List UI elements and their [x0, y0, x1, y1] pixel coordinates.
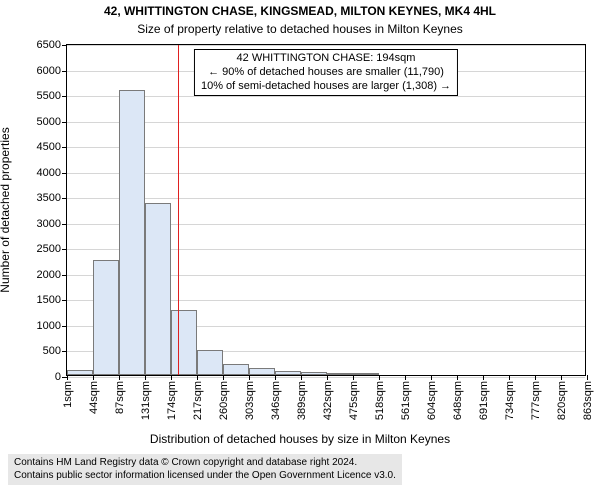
ytick-label: 1500	[37, 294, 67, 306]
histogram-bar	[327, 373, 353, 375]
xtick-label: 734sqm	[502, 381, 516, 420]
reference-line	[178, 45, 179, 375]
xtick-mark	[483, 375, 484, 380]
gridline-h	[67, 45, 585, 46]
xtick-mark	[457, 375, 458, 380]
ytick-label: 500	[43, 345, 67, 357]
annotation-line: ← 90% of detached houses are smaller (11…	[201, 66, 451, 80]
xtick-mark	[119, 375, 120, 380]
histogram-bar	[249, 368, 275, 375]
xtick-mark	[93, 375, 94, 380]
xtick-mark	[275, 375, 276, 380]
footer-line: Contains public sector information licen…	[14, 470, 396, 483]
histogram-bar	[223, 364, 249, 375]
xtick-mark	[223, 375, 224, 380]
x-axis-label: Distribution of detached houses by size …	[0, 432, 600, 446]
xtick-label: 131sqm	[138, 381, 152, 420]
ytick-label: 4500	[37, 141, 67, 153]
footer-line: Contains HM Land Registry data © Crown c…	[14, 457, 396, 470]
ytick-label: 2000	[37, 269, 67, 281]
ytick-label: 3500	[37, 192, 67, 204]
ytick-label: 6000	[37, 65, 67, 77]
ytick-label: 5500	[37, 90, 67, 102]
xtick-label: 820sqm	[554, 381, 568, 420]
ytick-label: 6500	[37, 39, 67, 51]
ytick-label: 4000	[37, 167, 67, 179]
xtick-label: 260sqm	[216, 381, 230, 420]
xtick-mark	[379, 375, 380, 380]
annotation-line: 10% of semi-detached houses are larger (…	[201, 80, 451, 94]
histogram-bar	[145, 203, 171, 375]
ytick-label: 2500	[37, 243, 67, 255]
xtick-label: 389sqm	[294, 381, 308, 420]
xtick-mark	[67, 375, 68, 380]
xtick-mark	[431, 375, 432, 380]
xtick-mark	[353, 375, 354, 380]
xtick-label: 217sqm	[190, 381, 204, 420]
ytick-label: 3000	[37, 218, 67, 230]
xtick-label: 475sqm	[346, 381, 360, 420]
chart-subtitle: Size of property relative to detached ho…	[0, 22, 600, 36]
histogram-bar	[119, 90, 145, 375]
histogram-bar	[275, 371, 301, 375]
xtick-mark	[561, 375, 562, 380]
xtick-label: 1sqm	[60, 381, 74, 408]
ytick-label: 1000	[37, 320, 67, 332]
y-axis-label: Number of detached properties	[0, 127, 12, 292]
xtick-label: 174sqm	[164, 381, 178, 420]
xtick-label: 44sqm	[86, 381, 100, 414]
xtick-label: 432sqm	[320, 381, 334, 420]
xtick-mark	[327, 375, 328, 380]
xtick-label: 604sqm	[424, 381, 438, 420]
xtick-label: 777sqm	[528, 381, 542, 420]
xtick-label: 346sqm	[268, 381, 282, 420]
xtick-mark	[535, 375, 536, 380]
histogram-bar	[93, 260, 119, 375]
attribution-footer: Contains HM Land Registry data © Crown c…	[8, 454, 402, 485]
chart-title: 42, WHITTINGTON CHASE, KINGSMEAD, MILTON…	[0, 4, 600, 18]
histogram-bar	[171, 310, 197, 375]
xtick-label: 561sqm	[398, 381, 412, 420]
xtick-mark	[405, 375, 406, 380]
histogram-bar	[197, 350, 223, 375]
xtick-mark	[301, 375, 302, 380]
xtick-mark	[509, 375, 510, 380]
xtick-label: 518sqm	[372, 381, 386, 420]
xtick-label: 87sqm	[112, 381, 126, 414]
histogram-bar	[67, 370, 93, 375]
histogram-bar	[353, 373, 379, 375]
xtick-mark	[249, 375, 250, 380]
annotation-line: 42 WHITTINGTON CHASE: 194sqm	[201, 52, 451, 66]
annotation-box: 42 WHITTINGTON CHASE: 194sqm← 90% of det…	[194, 49, 458, 96]
xtick-mark	[197, 375, 198, 380]
xtick-label: 691sqm	[476, 381, 490, 420]
histogram-bar	[301, 372, 327, 375]
xtick-mark	[587, 375, 588, 380]
xtick-label: 303sqm	[242, 381, 256, 420]
xtick-label: 863sqm	[580, 381, 594, 420]
xtick-mark	[145, 375, 146, 380]
xtick-label: 648sqm	[450, 381, 464, 420]
plot-area: 0500100015002000250030003500400045005000…	[66, 44, 586, 376]
chart-container: 42, WHITTINGTON CHASE, KINGSMEAD, MILTON…	[0, 0, 600, 500]
xtick-mark	[171, 375, 172, 380]
ytick-label: 5000	[37, 116, 67, 128]
